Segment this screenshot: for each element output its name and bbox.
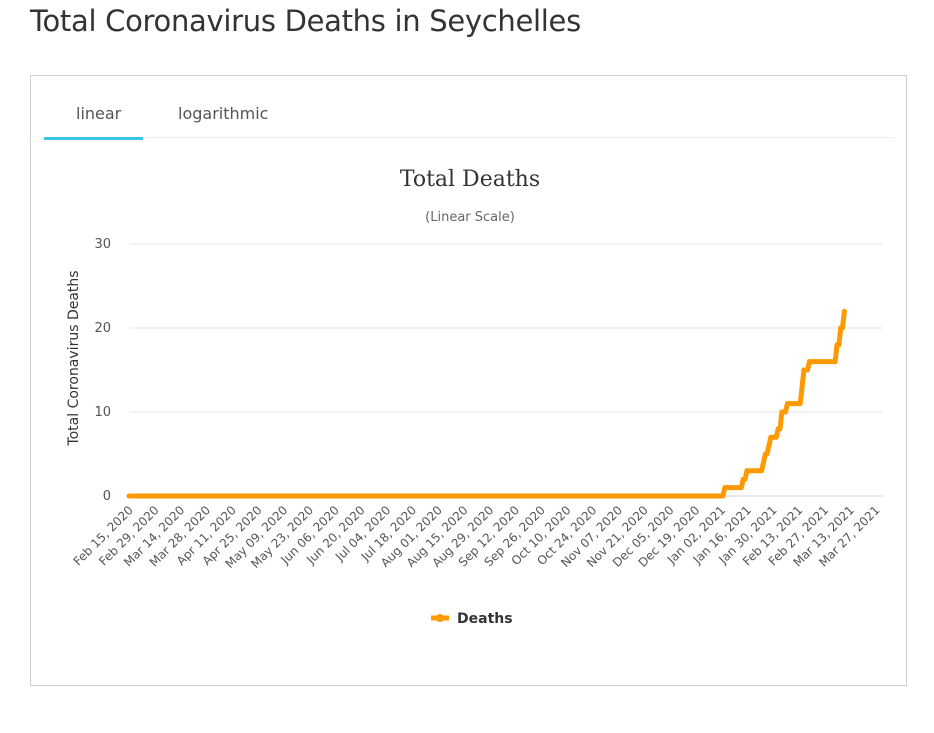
scale-tabs: linear logarithmic [44, 76, 895, 140]
y-axis-ticks: 0 10 20 30 [94, 237, 111, 504]
grid-lines [129, 243, 883, 497]
y-tick-label: 20 [94, 321, 111, 336]
tab-logarithmic[interactable]: logarithmic [178, 104, 269, 123]
legend-dot-marker [436, 614, 444, 622]
series-layer [126, 308, 847, 499]
series-line-deaths[interactable] [126, 308, 847, 499]
chart-title: Total Deaths [400, 167, 540, 192]
y-tick-label: 30 [94, 237, 111, 252]
y-tick-label: 0 [103, 489, 111, 504]
legend[interactable]: Deaths [431, 611, 513, 627]
chart-subtitle: (Linear Scale) [425, 210, 515, 225]
page-title: Total Coronavirus Deaths in Seychelles [30, 4, 581, 38]
legend-label-deaths[interactable]: Deaths [457, 611, 513, 627]
tab-linear[interactable]: linear [76, 104, 122, 123]
deaths-chart: Total Deaths (Linear Scale) Total Corona… [66, 167, 883, 627]
active-tab-indicator [44, 137, 143, 140]
chart-panel: linear logarithmic Total Deaths (Linear … [30, 75, 907, 686]
y-axis-title: Total Coronavirus Deaths [66, 270, 82, 446]
y-tick-label: 10 [94, 405, 111, 420]
